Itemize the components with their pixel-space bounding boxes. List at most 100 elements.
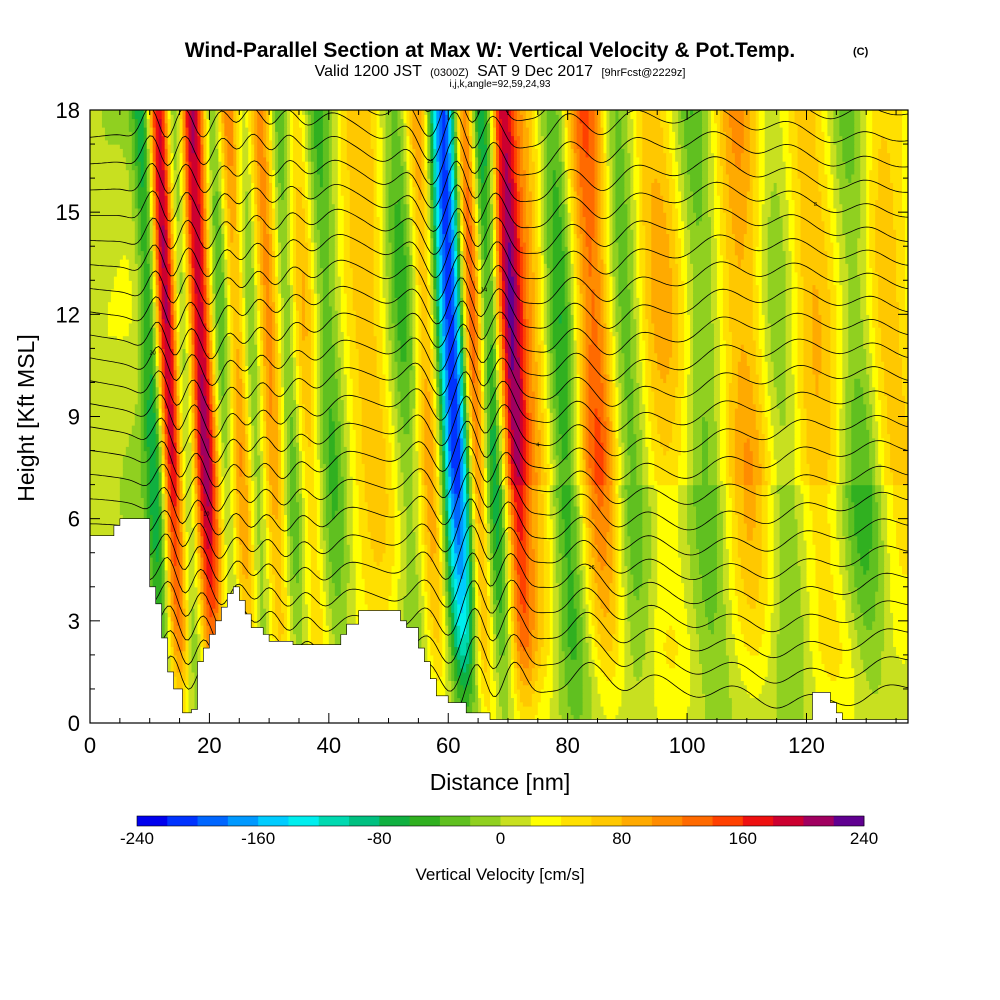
velocity-cell — [558, 676, 566, 682]
velocity-cell — [445, 616, 449, 622]
velocity-cell — [657, 591, 685, 596]
velocity-cell — [809, 595, 820, 601]
velocity-cell — [878, 684, 908, 690]
velocity-cell — [487, 586, 491, 592]
velocity-cell — [499, 603, 503, 609]
velocity-cell — [693, 591, 703, 596]
velocity-cell — [716, 539, 724, 545]
velocity-cell — [528, 556, 536, 562]
velocity-cell — [690, 569, 700, 575]
velocity-cell — [516, 591, 521, 596]
velocity-cell — [845, 539, 852, 545]
velocity-cell — [442, 625, 446, 630]
velocity-cell — [731, 701, 778, 707]
velocity-cell — [770, 620, 781, 626]
velocity-cell — [558, 595, 563, 601]
velocity-cell — [439, 633, 443, 639]
velocity-cell — [513, 556, 518, 562]
velocity-cell — [152, 569, 163, 575]
velocity-cell — [561, 569, 569, 575]
velocity-cell — [687, 539, 697, 545]
velocity-cell — [549, 642, 554, 647]
velocity-cell — [194, 569, 199, 575]
velocity-cell — [281, 603, 288, 609]
velocity-cell — [281, 608, 288, 613]
velocity-cell — [833, 582, 843, 588]
velocity-cell — [496, 586, 503, 592]
velocity-cell — [493, 582, 497, 588]
velocity-cell — [507, 659, 512, 665]
velocity-cell — [442, 574, 446, 579]
velocity-cell — [298, 569, 303, 575]
velocity-cell — [185, 620, 190, 626]
velocity-cell — [197, 552, 202, 558]
velocity-cell — [433, 620, 440, 626]
velocity-cell — [588, 578, 593, 584]
velocity-cell — [657, 705, 688, 711]
velocity-cell — [427, 616, 434, 622]
velocity-cell — [293, 599, 303, 605]
velocity-cell — [203, 612, 208, 618]
velocity-cell — [591, 693, 602, 699]
velocity-cell — [555, 569, 563, 575]
velocity-cell — [185, 625, 190, 630]
velocity-cell — [582, 646, 590, 652]
velocity-cell — [269, 616, 273, 622]
velocity-cell — [645, 642, 655, 647]
velocity-cell — [298, 556, 303, 562]
velocity-cell — [203, 642, 208, 647]
velocity-cell — [567, 684, 584, 690]
velocity-cell — [451, 684, 455, 690]
velocity-cell — [716, 591, 724, 596]
velocity-cell — [624, 603, 628, 609]
velocity-cell — [263, 552, 267, 558]
velocity-cell — [481, 625, 488, 630]
velocity-cell — [287, 633, 291, 639]
velocity-cell — [657, 561, 682, 567]
velocity-cell — [875, 616, 885, 622]
velocity-cell — [448, 676, 452, 682]
velocity-cell — [815, 556, 831, 562]
velocity-cell — [298, 561, 303, 567]
velocity-cell — [272, 608, 276, 613]
velocity-cell — [624, 659, 634, 665]
velocity-cell — [442, 595, 446, 601]
velocity-cell — [758, 582, 769, 588]
velocity-cell — [293, 612, 303, 618]
velocity-cell — [588, 671, 596, 677]
velocity-cell — [242, 591, 252, 596]
velocity-cell — [472, 680, 476, 686]
velocity-cell — [537, 565, 545, 571]
velocity-cell — [260, 527, 267, 533]
velocity-cell — [227, 569, 234, 575]
velocity-cell — [397, 595, 405, 601]
velocity-cell — [839, 637, 852, 643]
velocity-cell — [493, 578, 497, 584]
velocity-cell — [206, 599, 216, 605]
velocity-cell — [633, 654, 646, 660]
velocity-cell — [197, 556, 202, 562]
velocity-cell — [191, 663, 199, 669]
velocity-cell — [499, 684, 509, 690]
velocity-cell — [469, 565, 473, 571]
velocity-cell — [552, 608, 560, 613]
velocity-cell — [287, 637, 291, 643]
velocity-cell — [513, 633, 518, 639]
velocity-cell — [504, 591, 509, 596]
velocity-cell — [406, 552, 417, 558]
velocity-cell — [251, 569, 255, 575]
velocity-cell — [513, 650, 518, 656]
velocity-cell — [815, 684, 855, 690]
velocity-cell — [881, 671, 908, 677]
velocity-cell — [182, 586, 187, 592]
velocity-cell — [684, 586, 694, 592]
velocity-cell — [287, 608, 291, 613]
velocity-cell — [206, 633, 211, 639]
velocity-cell — [543, 616, 551, 622]
velocity-cell — [591, 684, 599, 690]
velocity-cell — [734, 578, 745, 584]
velocity-cell — [185, 603, 190, 609]
velocity-cell — [403, 620, 422, 626]
velocity-cell — [233, 561, 237, 567]
velocity-cell — [890, 608, 908, 613]
